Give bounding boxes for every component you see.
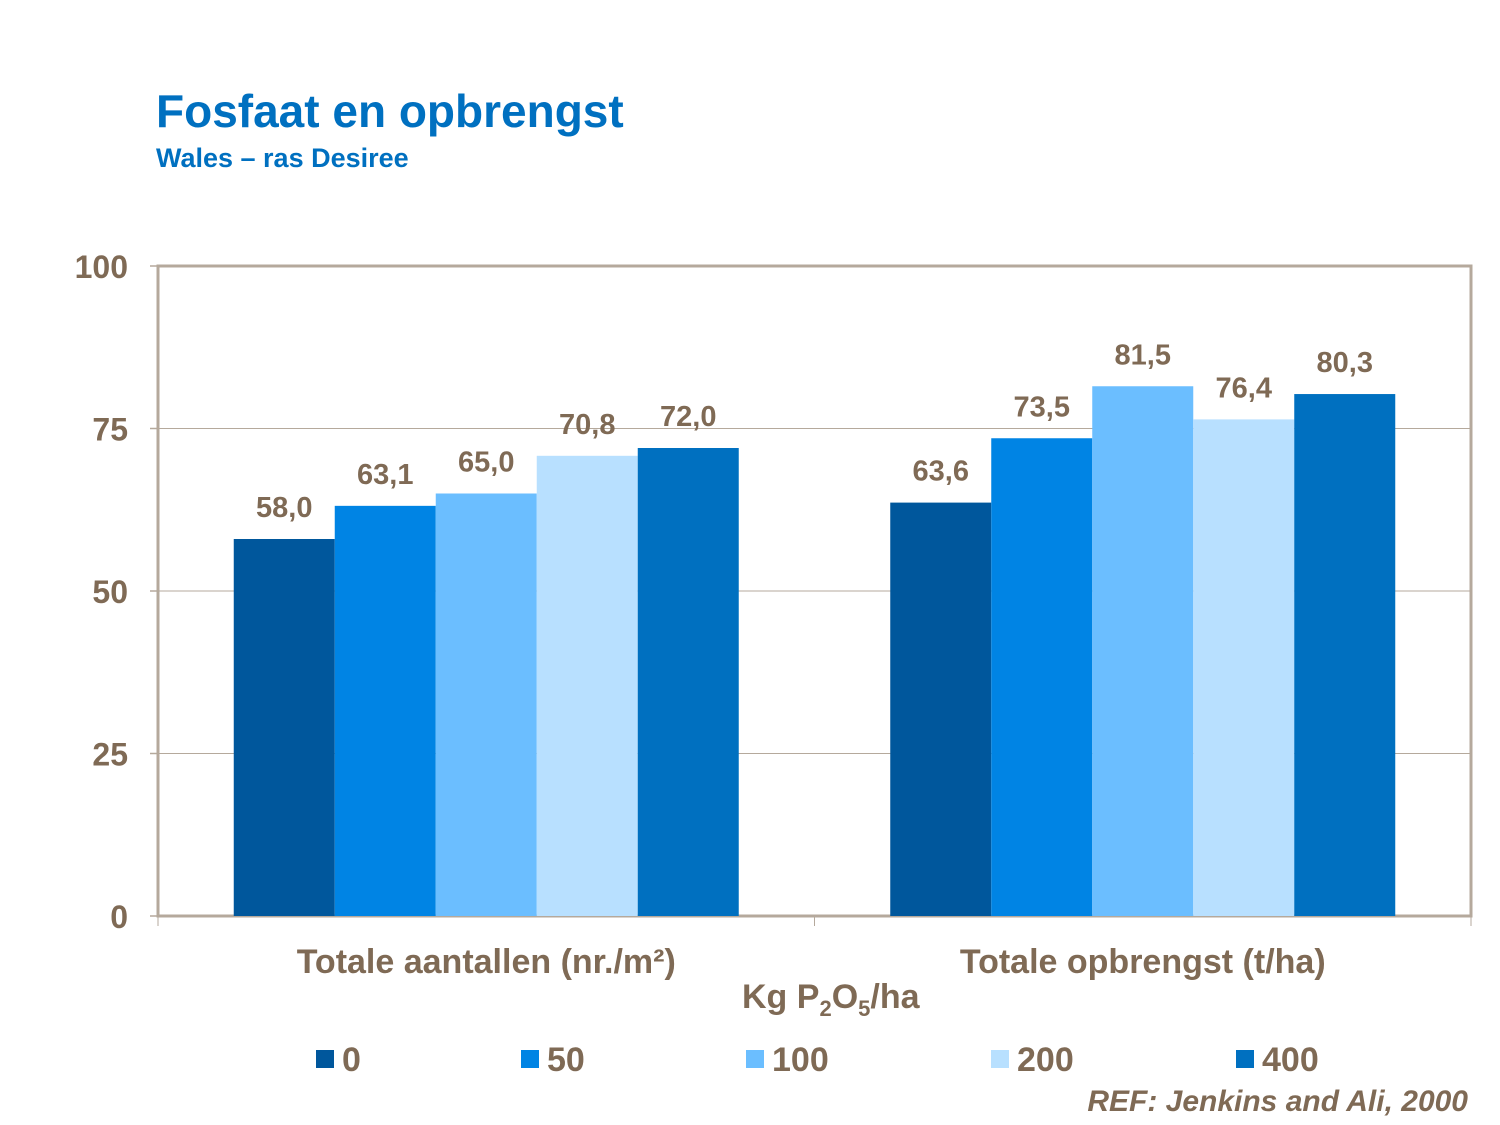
data-label: 76,4 [1216, 372, 1272, 404]
x-axis-title: Kg P2O5/ha [742, 978, 920, 1022]
data-label: 80,3 [1317, 347, 1373, 379]
y-tick-label: 50 [92, 574, 128, 610]
data-label: 63,6 [913, 456, 969, 488]
legend-swatch [1236, 1050, 1254, 1068]
legend-label: 100 [772, 1041, 829, 1079]
legend-label: 400 [1262, 1041, 1319, 1079]
x-tick-label: Totale opbrengst (t/ha) [960, 943, 1326, 981]
data-label: 65,0 [458, 447, 514, 479]
y-tick-label: 100 [75, 249, 128, 285]
bar [334, 505, 436, 916]
bar [1193, 419, 1295, 916]
x-title-part: /ha [870, 978, 920, 1016]
legend-swatch [521, 1050, 539, 1068]
data-label: 70,8 [559, 409, 615, 441]
bar [991, 438, 1093, 916]
x-title-part: Kg P [742, 978, 820, 1016]
bar [890, 502, 992, 916]
y-tick-label: 75 [92, 412, 128, 448]
bar [1092, 386, 1194, 916]
legend-swatch [316, 1050, 334, 1068]
bar [435, 493, 537, 916]
x-title-sub: 5 [858, 995, 871, 1021]
bar [536, 455, 638, 916]
legend-swatch [991, 1050, 1009, 1068]
y-tick-label: 25 [92, 737, 128, 773]
bar [233, 539, 335, 916]
data-label: 63,1 [357, 459, 413, 491]
x-title-sub: 2 [819, 995, 832, 1021]
chart-subtitle: Wales – ras Desiree [156, 143, 409, 173]
x-tick-label: Totale aantallen (nr./m²) [297, 943, 676, 981]
legend-label: 0 [342, 1041, 361, 1079]
data-label: 81,5 [1115, 339, 1171, 371]
data-label: 72,0 [660, 401, 716, 433]
chart-title: Fosfaat en opbrengst [156, 85, 624, 137]
data-label: 58,0 [256, 492, 312, 524]
y-tick-label: 0 [110, 899, 128, 935]
bar [1294, 394, 1396, 916]
x-title-part: O [831, 978, 859, 1016]
legend-label: 200 [1017, 1041, 1074, 1079]
data-label: 73,5 [1014, 391, 1070, 423]
legend-swatch [746, 1050, 764, 1068]
bar [637, 448, 739, 916]
legend-label: 50 [547, 1041, 585, 1079]
reference: REF: Jenkins and Ali, 2000 [1087, 1085, 1468, 1118]
